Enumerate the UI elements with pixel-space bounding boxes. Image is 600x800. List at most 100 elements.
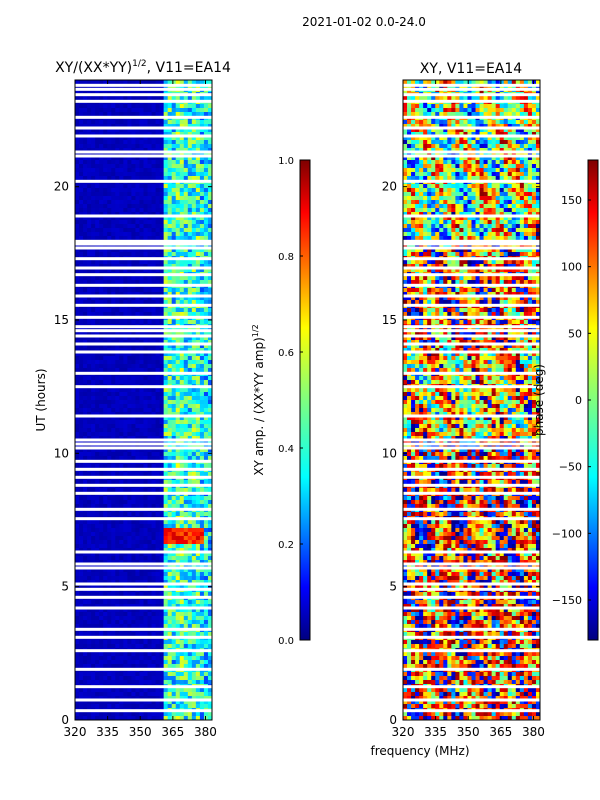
amp-cell (119, 144, 124, 149)
amp-cell (151, 364, 157, 369)
amp-cell (103, 132, 108, 137)
amp-cell (203, 524, 209, 529)
amp-cell (183, 604, 189, 609)
amp-cell (179, 348, 185, 353)
amp-cell (147, 232, 153, 237)
amp-cell (151, 292, 157, 297)
amp-cell (199, 336, 205, 341)
amp-cell (163, 624, 169, 629)
amp-cell (203, 368, 209, 373)
amp-cell (155, 228, 161, 233)
amp-cell (155, 540, 161, 545)
amp-cell (107, 244, 112, 249)
amp-cell (203, 580, 209, 585)
amp-cell (183, 572, 189, 577)
amp-cell (103, 544, 108, 549)
amp-cell (207, 260, 212, 265)
amp-cell (123, 148, 128, 153)
amp-cell (127, 404, 133, 409)
amp-cell (75, 196, 80, 201)
amp-cell (199, 644, 205, 649)
amp-cell (111, 660, 116, 665)
amp-cell (187, 184, 193, 189)
amp-cell (147, 432, 153, 437)
amp-cell (175, 424, 181, 429)
amp-cell (123, 224, 128, 229)
amp-cell (119, 448, 124, 453)
amp-cell (79, 368, 84, 373)
amp-cell (79, 248, 84, 253)
amp-cell (207, 348, 212, 353)
amp-cell (135, 448, 141, 453)
amp-cell (87, 368, 92, 373)
amp-cell (143, 312, 149, 317)
amp-cell (155, 164, 161, 169)
amp-cell (151, 300, 157, 305)
amp-cell (163, 656, 169, 661)
amp-cell (87, 472, 92, 477)
amp-cell (111, 652, 116, 657)
amp-cell (111, 204, 116, 209)
amp-cell (135, 368, 141, 373)
amp-cell (147, 208, 153, 213)
amp-cell (123, 572, 128, 577)
amp-cell (111, 168, 116, 173)
amp-cell (95, 432, 100, 437)
amp-cell (175, 464, 181, 469)
amp-cell (159, 612, 165, 617)
amp-cell (195, 188, 201, 193)
amp-cell (91, 456, 96, 461)
amp-cell (87, 440, 92, 445)
amp-cell (87, 640, 92, 645)
amp-cell (75, 168, 80, 173)
amp-cell (83, 208, 88, 213)
amp-cell (91, 640, 96, 645)
amp-cell (183, 620, 189, 625)
amp-cell (159, 168, 165, 173)
amp-cell (127, 412, 133, 417)
amp-cell (87, 532, 92, 537)
amp-cell (91, 540, 96, 545)
amp-cell (147, 336, 153, 341)
amp-cell (163, 280, 169, 285)
amp-cell (111, 228, 116, 233)
amp-cell (191, 300, 197, 305)
amp-cell (87, 552, 92, 557)
amp-cell (95, 112, 100, 117)
amp-cell (127, 108, 133, 113)
amp-cell (187, 604, 193, 609)
amp-cell (135, 80, 141, 85)
amp-cell (91, 172, 96, 177)
amp-cell (155, 176, 161, 181)
amp-cell (123, 252, 128, 257)
amp-cell (119, 152, 124, 157)
amp-cell (163, 344, 169, 349)
amp-cell (123, 616, 128, 621)
amp-cell (103, 440, 108, 445)
amp-cell (123, 360, 128, 365)
amp-cell (155, 264, 161, 269)
amp-cell (183, 584, 189, 589)
amp-cell (151, 356, 157, 361)
amp-cell (107, 420, 112, 425)
amp-cell (147, 108, 153, 113)
amp-cell (79, 164, 84, 169)
amp-cell (127, 424, 133, 429)
amp-cell (195, 220, 201, 225)
amp-cell (175, 308, 181, 313)
amp-cell (115, 336, 120, 341)
amp-cell (195, 128, 201, 133)
amp-cell (75, 464, 80, 469)
amp-cell (83, 104, 88, 109)
amp-cell (95, 348, 100, 353)
amp-cell (79, 560, 84, 565)
amp-cell (95, 368, 100, 373)
amp-cell (203, 132, 209, 137)
amp-cell (75, 580, 80, 585)
amp-cell (187, 532, 193, 537)
amp-cell (163, 296, 169, 301)
amp-cell (171, 108, 177, 113)
amp-cell (95, 244, 100, 249)
amp-cell (139, 556, 145, 561)
amp-cell (135, 120, 141, 125)
